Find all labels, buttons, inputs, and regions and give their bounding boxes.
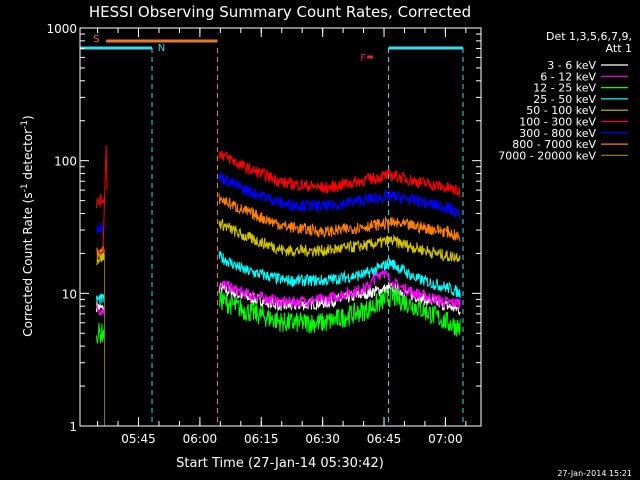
series-line-7-seg-1	[218, 193, 461, 242]
plot-frame	[79, 27, 482, 427]
spike-red	[102, 145, 108, 254]
x-tick-label-3: 06:30	[305, 432, 340, 446]
x-tick-label-4: 06:45	[367, 432, 402, 446]
x-axis-label: Start Time (27-Jan-14 05:30:42)	[176, 456, 384, 471]
x-tick-label-2: 06:15	[244, 432, 279, 446]
x-axis: 05:45 06:00 06:15 06:30 06:45 07:00	[97, 28, 467, 446]
legend-title-line-2: Att 1	[606, 42, 632, 55]
x-tick-label-0: 05:45	[121, 432, 156, 446]
legend-label-1: 6 - 12 keV	[540, 70, 596, 83]
y-tick-label-2: 100	[54, 155, 77, 169]
legend-label-0: 3 - 6 keV	[547, 59, 596, 72]
series-line-4-seg-0	[96, 252, 105, 266]
series-line-6-seg-1	[218, 172, 461, 220]
x-tick-label-5: 07:00	[428, 432, 463, 446]
series-line-6-seg-0	[96, 221, 105, 234]
y-tick-label-3: 1000	[46, 22, 77, 36]
series-line-5-seg-0	[96, 194, 105, 209]
series-line-1-seg-0	[96, 305, 105, 316]
y-tick-label-0: 1	[69, 420, 77, 434]
chart-title: HESSI Observing Summary Count Rates, Cor…	[89, 3, 471, 21]
night-label: N	[158, 43, 165, 54]
x-tick-label-1: 06:00	[183, 432, 218, 446]
series-line-2-seg-0	[96, 322, 105, 344]
flare-label: F	[360, 53, 366, 64]
footer-date: 27-Jan-2014 15:21	[557, 469, 632, 478]
legend-label-8: 7000 - 20000 keV	[498, 149, 596, 162]
y-tick-label-1: 10	[62, 287, 77, 301]
y-axis-label: Corrected Count Rate (s-1 detector-1)	[20, 115, 35, 336]
series-line-4-seg-1	[218, 218, 461, 262]
y-axis: 1 10 100 1000	[46, 22, 481, 434]
legend-label-4: 50 - 100 keV	[526, 104, 596, 117]
saa-label: S	[93, 34, 99, 45]
legend-title-line-1: Det 1,3,5,6,7,9,	[546, 30, 632, 43]
series-layer	[96, 145, 461, 426]
legend-label-7: 800 - 7000 keV	[512, 138, 596, 151]
legend-label-3: 25 - 50 keV	[533, 93, 596, 106]
series-line-1-seg-1	[219, 270, 461, 309]
legend-label-5: 100 - 300 keV	[519, 116, 596, 129]
legend-label-2: 12 - 25 keV	[533, 82, 596, 95]
series-line-3-seg-0	[96, 293, 105, 305]
observing-status-bars: S N F	[79, 34, 464, 426]
legend-label-6: 300 - 800 keV	[519, 127, 596, 140]
series-line-3-seg-1	[218, 250, 461, 299]
series-line-2-seg-1	[218, 285, 461, 337]
series-line-5-seg-1	[218, 150, 461, 198]
